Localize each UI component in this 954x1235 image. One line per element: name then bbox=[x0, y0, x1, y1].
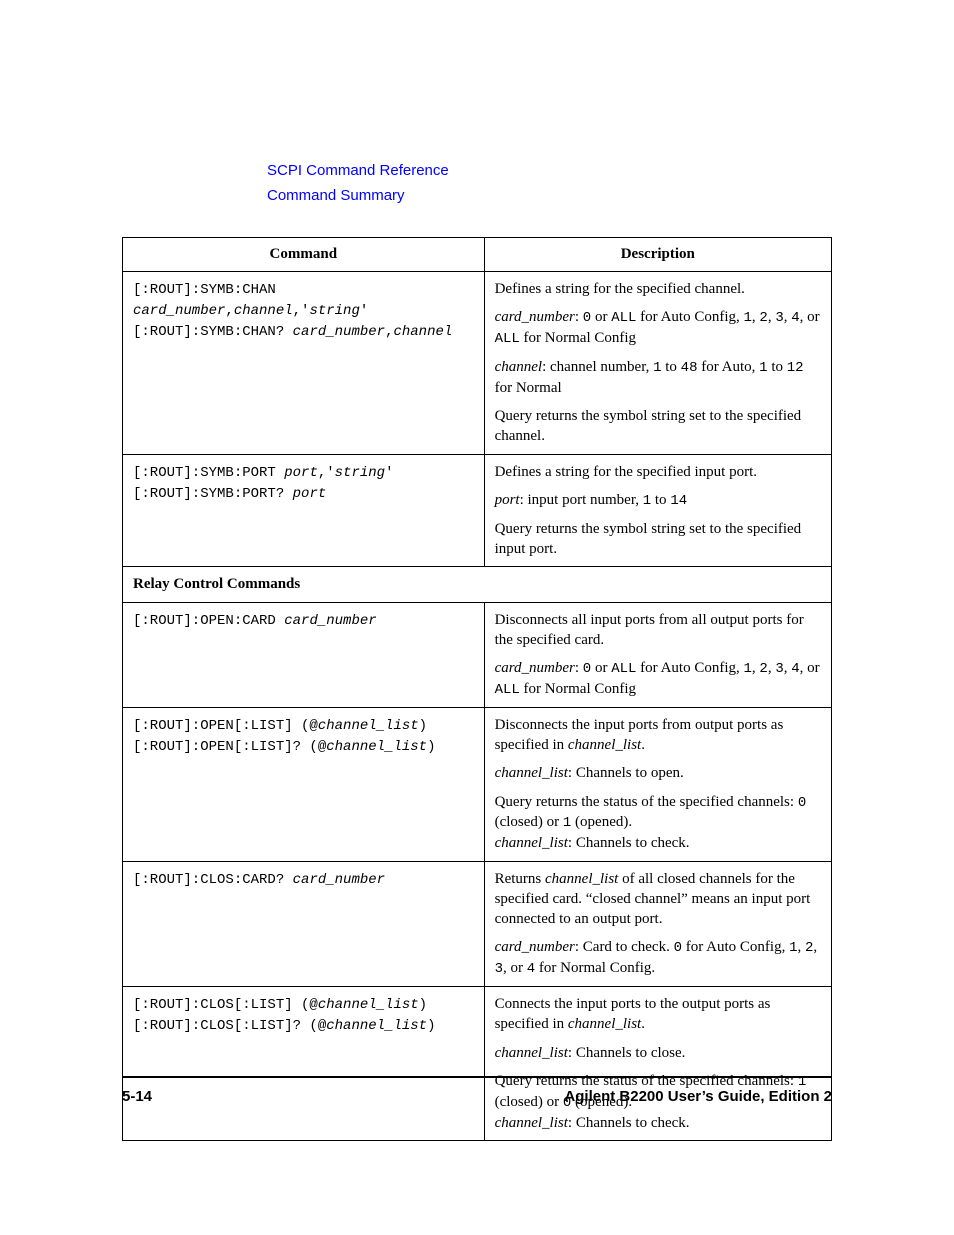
description-line: channel_list: Channels to check. bbox=[495, 1113, 821, 1133]
section-header: Relay Control Commands bbox=[123, 567, 832, 602]
description-line: channel_list: Channels to check. bbox=[495, 833, 821, 853]
table-head-row: Command Description bbox=[123, 238, 832, 272]
description-line: card_number: 0 or ALL for Auto Config, 1… bbox=[495, 307, 821, 349]
command-cell: [:ROUT]:CLOS[:LIST] (@channel_list)[:ROU… bbox=[123, 987, 485, 1141]
description-line: channel: channel number, 1 to 48 for Aut… bbox=[495, 357, 821, 398]
command-line: [:ROUT]:SYMB:CHAN card_number,channel,'s… bbox=[133, 279, 474, 321]
description-line: Query returns the status of the specifie… bbox=[495, 792, 821, 834]
description-line: Disconnects all input ports from all out… bbox=[495, 610, 821, 651]
col-command: Command bbox=[123, 238, 485, 272]
description-line: port: input port number, 1 to 14 bbox=[495, 490, 821, 511]
command-line: [:ROUT]:SYMB:PORT port,'string' bbox=[133, 462, 474, 483]
command-cell: [:ROUT]:SYMB:CHAN card_number,channel,'s… bbox=[123, 272, 485, 455]
table-row: [:ROUT]:CLOS[:LIST] (@channel_list)[:ROU… bbox=[123, 987, 832, 1141]
table-row: [:ROUT]:OPEN[:LIST] (@channel_list)[:ROU… bbox=[123, 707, 832, 861]
command-table: Command Description [:ROUT]:SYMB:CHAN ca… bbox=[122, 237, 832, 1141]
table-row: [:ROUT]:SYMB:CHAN card_number,channel,'s… bbox=[123, 272, 832, 455]
table-row: [:ROUT]:OPEN:CARD card_number Disconnects… bbox=[123, 602, 832, 707]
description-line: Returns channel_list of all closed chann… bbox=[495, 869, 821, 930]
col-description: Description bbox=[484, 238, 831, 272]
footer: 5-14 Agilent B2200 User’s Guide, Edition… bbox=[122, 1076, 832, 1105]
description-cell: Returns channel_list of all closed chann… bbox=[484, 861, 831, 987]
command-line: [:ROUT]:CLOS[:LIST] (@channel_list) bbox=[133, 994, 474, 1015]
description-cell: Defines a string for the specified input… bbox=[484, 454, 831, 567]
description-cell: Connects the input ports to the output p… bbox=[484, 987, 831, 1141]
command-line: [:ROUT]:OPEN[:LIST]? (@channel_list) bbox=[133, 736, 474, 757]
command-cell: [:ROUT]:SYMB:PORT port,'string'[:ROUT]:S… bbox=[123, 454, 485, 567]
description-line: card_number: Card to check. 0 for Auto C… bbox=[495, 937, 821, 979]
description-cell: Defines a string for the specified chann… bbox=[484, 272, 831, 455]
description-line: Defines a string for the specified chann… bbox=[495, 279, 821, 299]
description-cell: Disconnects the input ports from output … bbox=[484, 707, 831, 861]
command-cell: [:ROUT]:OPEN[:LIST] (@channel_list)[:ROU… bbox=[123, 707, 485, 861]
command-line: [:ROUT]:OPEN[:LIST] (@channel_list) bbox=[133, 715, 474, 736]
command-line: [:ROUT]:SYMB:CHAN? card_number,channel bbox=[133, 321, 474, 342]
command-line: [:ROUT]:SYMB:PORT? port bbox=[133, 483, 474, 504]
description-line: Query returns the symbol string set to t… bbox=[495, 519, 821, 560]
command-line: [:ROUT]:CLOS:CARD? card_number bbox=[133, 869, 474, 890]
description-cell: Disconnects all input ports from all out… bbox=[484, 602, 831, 707]
page-number: 5-14 bbox=[122, 1088, 152, 1105]
page: SCPI Command Reference Command Summary C… bbox=[0, 0, 954, 1235]
table-row: Relay Control Commands bbox=[123, 567, 832, 602]
description-line: Defines a string for the specified input… bbox=[495, 462, 821, 482]
description-line: Connects the input ports to the output p… bbox=[495, 994, 821, 1035]
table-row: [:ROUT]:CLOS:CARD? card_number Returns ch… bbox=[123, 861, 832, 987]
header-link-2[interactable]: Command Summary bbox=[267, 185, 832, 208]
header-link-1[interactable]: SCPI Command Reference bbox=[267, 160, 832, 183]
guide-title: Agilent B2200 User’s Guide, Edition 2 bbox=[564, 1088, 832, 1105]
command-cell: [:ROUT]:CLOS:CARD? card_number bbox=[123, 861, 485, 987]
description-line: channel_list: Channels to open. bbox=[495, 763, 821, 783]
header-links: SCPI Command Reference Command Summary bbox=[267, 160, 832, 207]
description-line: Query returns the symbol string set to t… bbox=[495, 406, 821, 447]
command-cell: [:ROUT]:OPEN:CARD card_number bbox=[123, 602, 485, 707]
description-line: Disconnects the input ports from output … bbox=[495, 715, 821, 756]
description-line: card_number: 0 or ALL for Auto Config, 1… bbox=[495, 658, 821, 700]
description-line: channel_list: Channels to close. bbox=[495, 1043, 821, 1063]
table-row: [:ROUT]:SYMB:PORT port,'string'[:ROUT]:S… bbox=[123, 454, 832, 567]
command-line: [:ROUT]:OPEN:CARD card_number bbox=[133, 610, 474, 631]
command-line: [:ROUT]:CLOS[:LIST]? (@channel_list) bbox=[133, 1015, 474, 1036]
